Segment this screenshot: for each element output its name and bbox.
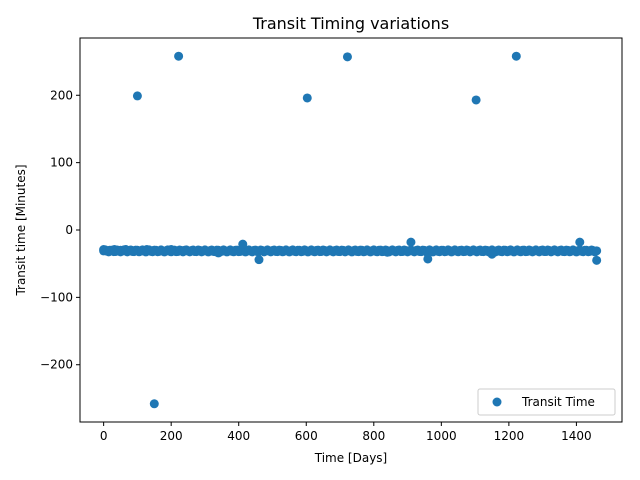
data-point (213, 248, 223, 258)
data-point (155, 246, 165, 256)
y-tick-label: −100 (40, 290, 73, 304)
x-axis-label: Time [Days] (314, 451, 388, 465)
data-point (142, 245, 152, 255)
data-point (382, 247, 392, 257)
data-point (487, 249, 497, 259)
y-tick-label: 200 (50, 88, 73, 102)
data-point (200, 245, 210, 255)
x-tick-label: 400 (227, 429, 250, 443)
x-tick-label: 1000 (426, 429, 457, 443)
y-axis-label: Transit time [Minutes] (14, 164, 28, 296)
data-point (575, 237, 585, 247)
data-point (132, 91, 142, 101)
y-tick-label: 100 (50, 156, 73, 170)
data-point (254, 255, 264, 265)
data-point (423, 254, 433, 264)
x-tick-label: 1200 (494, 429, 525, 443)
data-point (471, 95, 481, 105)
x-tick-label: 800 (362, 429, 385, 443)
data-point (302, 93, 312, 103)
x-tick-label: 0 (100, 429, 108, 443)
y-axis-ticks: −200 −100 0 100 200 (40, 88, 80, 372)
legend-label-transit-time: Transit Time (521, 395, 595, 409)
data-point (592, 255, 602, 265)
data-points (99, 51, 602, 409)
data-point (342, 52, 352, 62)
data-point (166, 245, 176, 255)
data-point (180, 245, 190, 255)
x-axis-ticks: 0 200 400 600 800 1000 1200 1400 (100, 422, 592, 443)
y-tick-label: 0 (65, 223, 73, 237)
data-point (149, 399, 159, 409)
y-tick-label: −200 (40, 358, 73, 372)
x-tick-label: 200 (160, 429, 183, 443)
data-point (511, 51, 521, 61)
legend: Transit Time (477, 388, 616, 416)
data-point (406, 237, 416, 247)
x-tick-label: 1400 (561, 429, 592, 443)
data-point (238, 239, 248, 249)
chart-title: Transit Timing variations (252, 14, 449, 33)
legend-box (477, 388, 616, 416)
legend-marker (492, 397, 502, 407)
data-point (592, 246, 602, 256)
data-point (174, 51, 184, 61)
x-tick-label: 600 (295, 429, 318, 443)
